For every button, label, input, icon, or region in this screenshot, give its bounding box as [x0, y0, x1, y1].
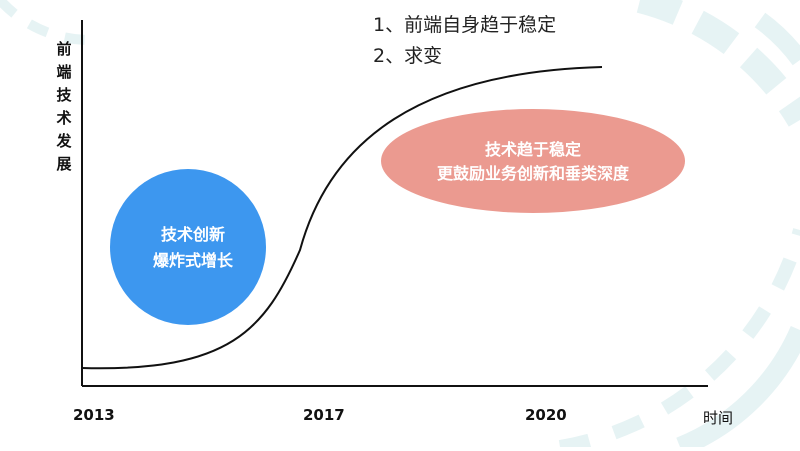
innovation-bubble [110, 169, 266, 325]
innovation-bubble-text: 技术创新 爆炸式增长 [118, 222, 268, 274]
x-tick-2013: 2013 [73, 406, 115, 424]
x-axis-label: 时间 [703, 409, 734, 427]
stable-line-2: 更鼓励业务创新和垂类深度 [436, 164, 629, 183]
growth-curve [81, 66, 603, 370]
y-axis-label-char: 术 [56, 109, 72, 127]
y-axis-label-char: 发 [56, 132, 72, 150]
x-tick-2017: 2017 [303, 406, 345, 424]
note-stable: 1、前端自身趋于稳定 [373, 14, 557, 36]
y-axis-label-char: 展 [56, 155, 72, 173]
stable-bubble [381, 109, 685, 213]
innovation-line-2: 爆炸式增长 [152, 251, 233, 270]
notes-list: 1、前端自身趋于稳定 2、求变 [373, 10, 556, 72]
innovation-line-1: 技术创新 [160, 225, 225, 244]
stable-line-1: 技术趋于稳定 [484, 140, 581, 159]
stable-bubble-text: 技术趋于稳定 更鼓励业务创新和垂类深度 [378, 138, 688, 186]
y-axis-label-char: 技 [56, 86, 72, 104]
y-axis-label: 前端技术发展 [52, 38, 76, 176]
y-axis-label-char: 前 [56, 40, 72, 58]
x-tick-2020: 2020 [525, 406, 567, 424]
note-change: 2、求变 [373, 45, 443, 67]
y-axis-label-char: 端 [56, 63, 72, 81]
